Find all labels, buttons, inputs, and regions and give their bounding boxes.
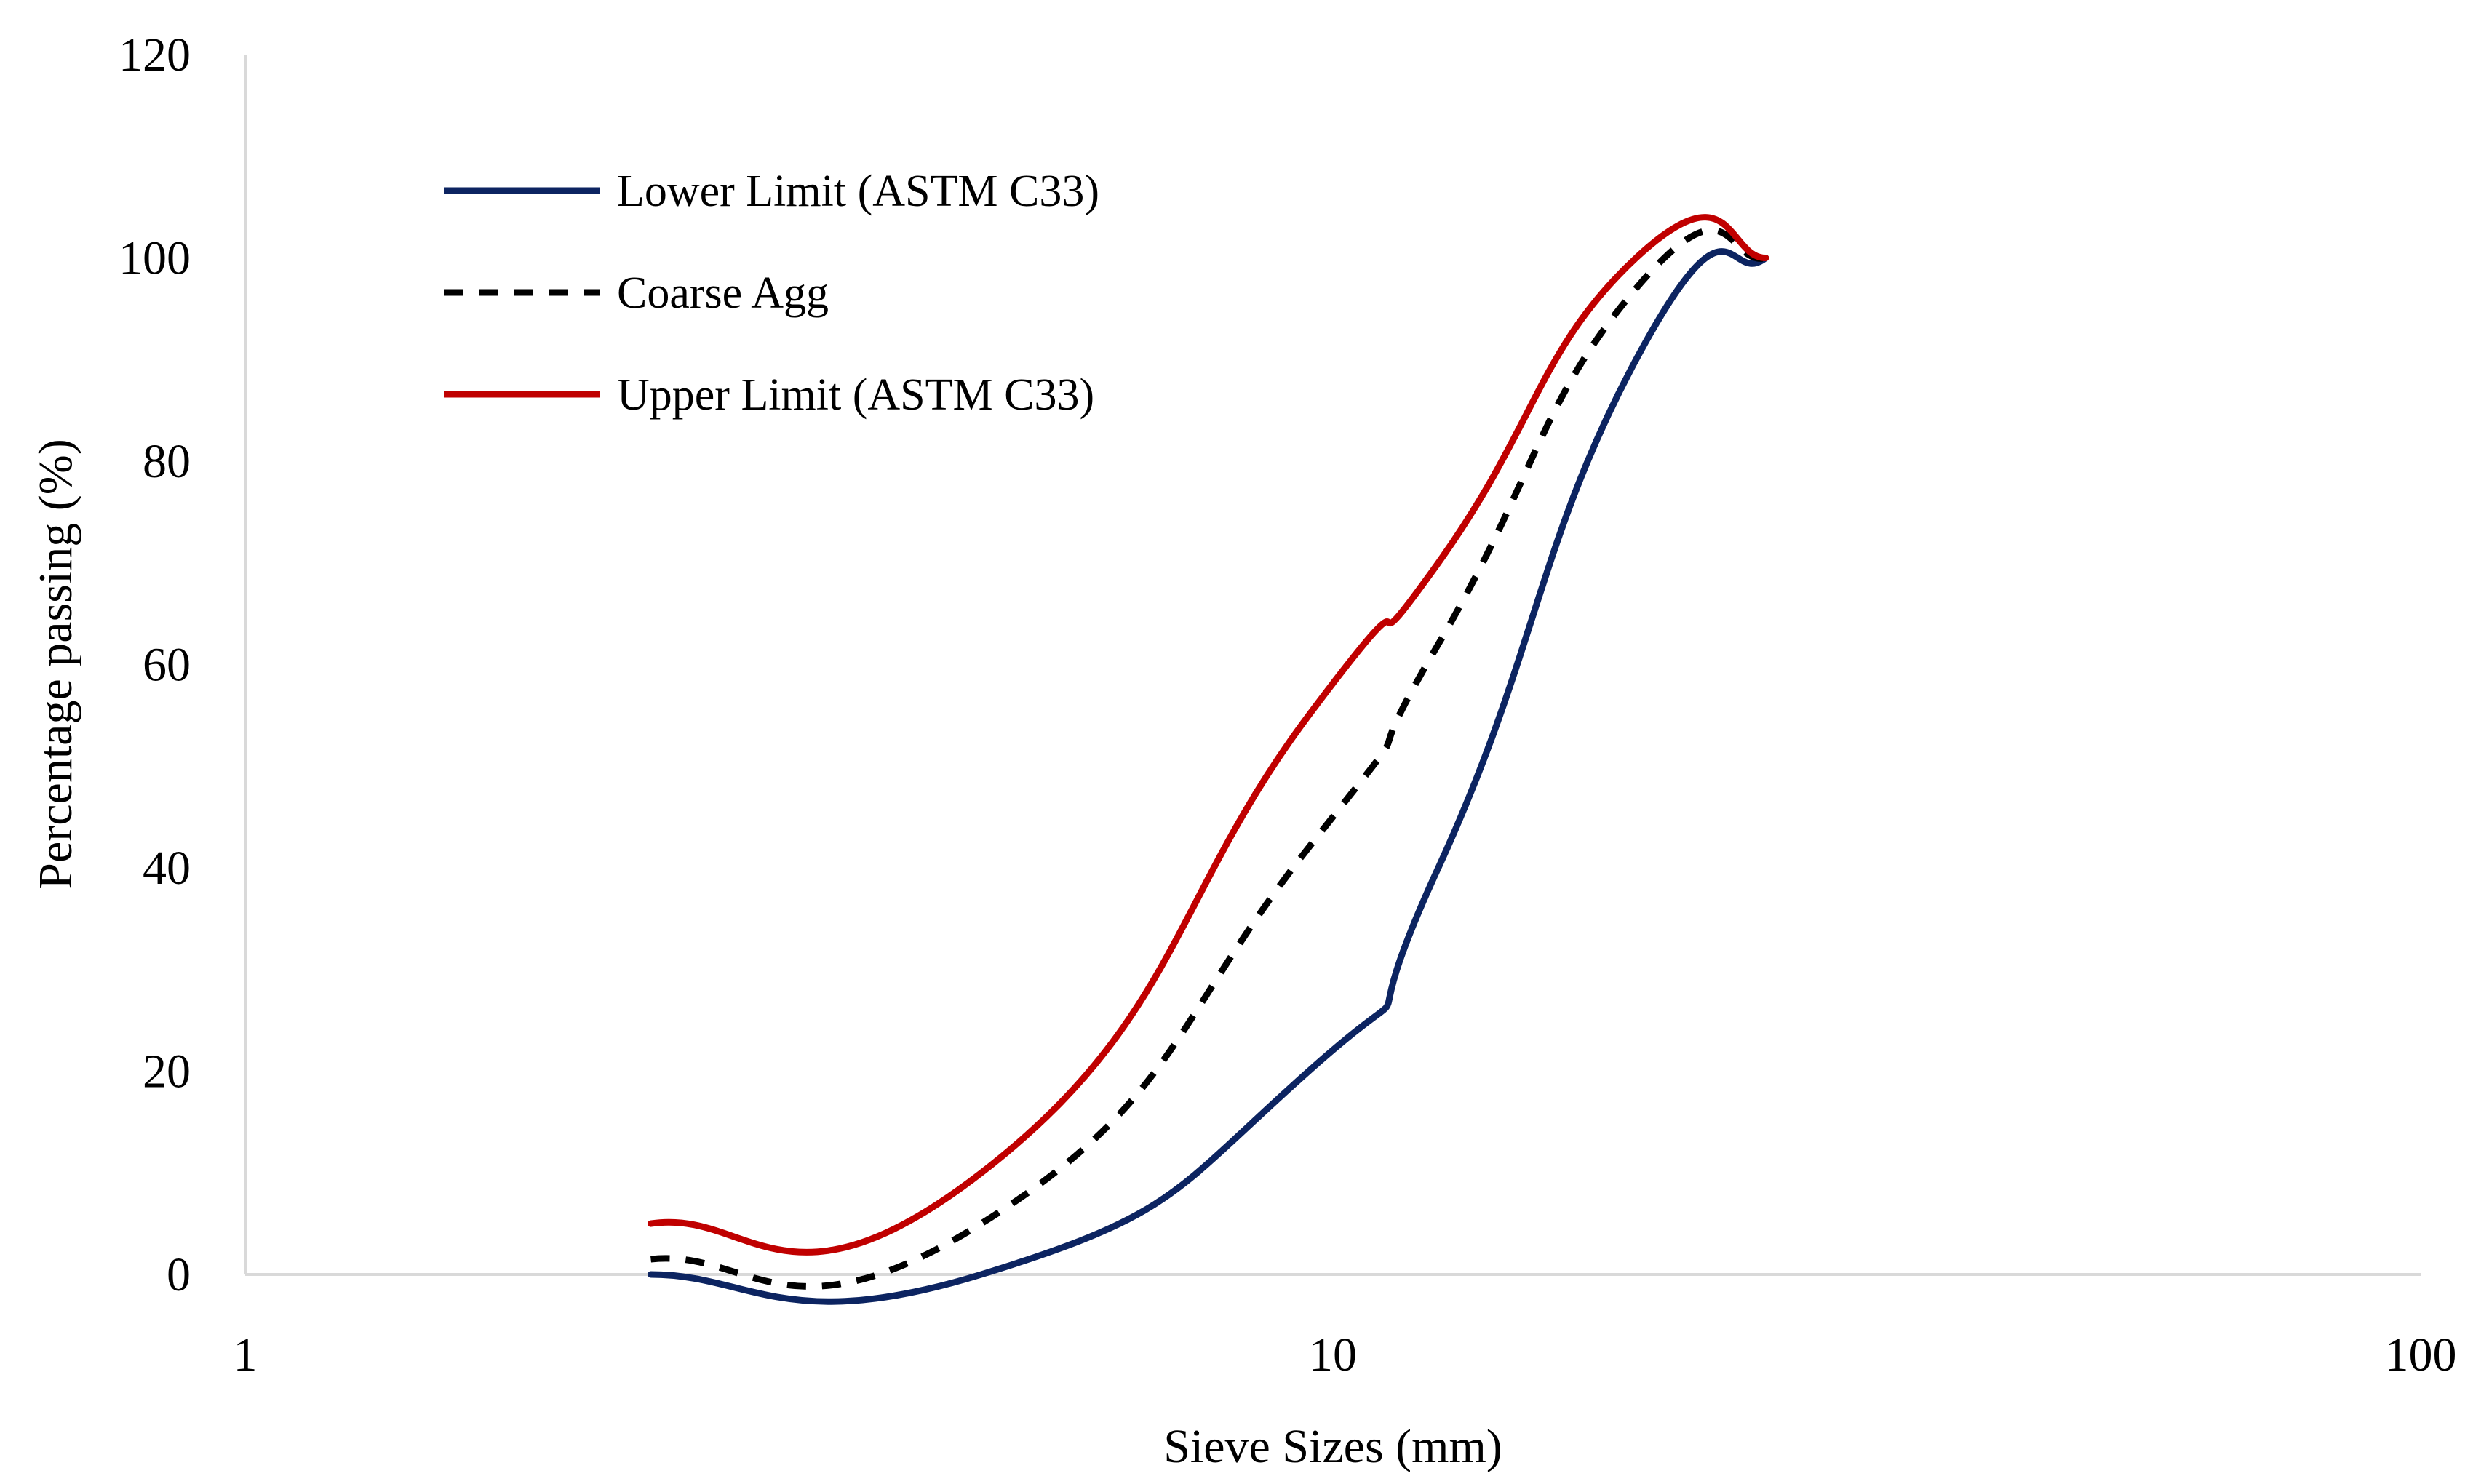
y-tick-label: 0 bbox=[167, 1248, 191, 1301]
y-tick-label: 120 bbox=[119, 28, 191, 81]
legend-label: Lower Limit (ASTM C33) bbox=[617, 167, 1099, 216]
series-line-3 bbox=[648, 214, 1769, 1256]
y-tick-labels: 0 20 40 60 80 100 120 bbox=[119, 28, 191, 1301]
series-lines bbox=[648, 214, 1769, 1305]
x-tick-label: 1 bbox=[234, 1328, 258, 1381]
x-tick-label: 100 bbox=[2385, 1328, 2457, 1381]
series-line-1 bbox=[648, 248, 1769, 1305]
legend-label: Coarse Agg bbox=[617, 268, 829, 318]
x-axis-title: Sieve Sizes (mm) bbox=[1163, 1420, 1502, 1473]
legend-label: Upper Limit (ASTM C33) bbox=[617, 370, 1094, 420]
legend: Lower Limit (ASTM C33) Coarse Agg Upper Li… bbox=[444, 167, 1099, 420]
y-tick-label: 60 bbox=[143, 639, 191, 692]
series-line-2 bbox=[650, 226, 1767, 1290]
y-tick-label: 100 bbox=[119, 232, 191, 285]
y-tick-label: 40 bbox=[143, 842, 191, 895]
axes bbox=[244, 55, 2421, 1276]
x-tick-labels: 1 10 100 bbox=[234, 1328, 2457, 1381]
x-tick-label: 10 bbox=[1309, 1328, 1357, 1381]
y-axis-title: Percentage passing (%) bbox=[29, 439, 82, 889]
y-tick-label: 20 bbox=[143, 1045, 191, 1098]
y-tick-label: 80 bbox=[143, 435, 191, 488]
